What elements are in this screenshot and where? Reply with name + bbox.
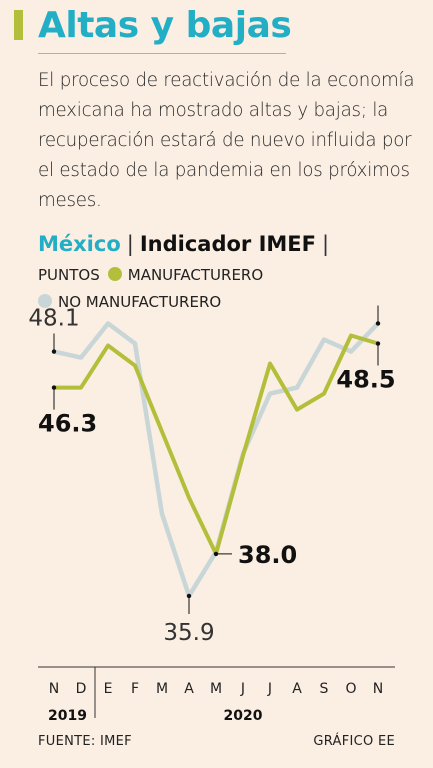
- credit-note: GRÁFICO EE: [313, 734, 395, 749]
- title-rule: [38, 53, 286, 54]
- x-tick-label: J: [240, 681, 245, 697]
- subhead-separator: |: [126, 232, 134, 256]
- x-tick-label: A: [184, 681, 194, 697]
- year-label: 2020: [224, 708, 263, 724]
- source-note: FUENTE: IMEF: [38, 734, 132, 749]
- accent-bar: [14, 10, 23, 40]
- data-label: 49.5: [342, 300, 393, 303]
- legend-row-2: NO MANUFACTURERO: [38, 293, 221, 313]
- x-tick-label: J: [267, 681, 272, 697]
- x-tick-label: D: [76, 681, 87, 697]
- data-label: 38.0: [238, 541, 297, 569]
- data-label: 48.5: [336, 366, 395, 394]
- annotation-dot: [51, 385, 57, 390]
- subheading: México | Indicador IMEF |: [38, 232, 335, 260]
- unit-label: PUNTOS: [38, 266, 100, 284]
- legend-label-manufacturero: MANUFACTURERO: [127, 266, 264, 284]
- x-tick-label: O: [345, 681, 356, 697]
- x-tick-label: N: [373, 681, 383, 697]
- legend-row-1: PUNTOS MANUFACTURERO: [38, 266, 263, 286]
- series-line-manufacturero: [52, 333, 380, 556]
- line-chart: 48.146.335.938.049.548.5NDEFMAMJJASON201…: [28, 300, 395, 724]
- year-label: 2019: [48, 708, 87, 724]
- data-label: 48.1: [28, 306, 79, 332]
- x-tick-label: M: [156, 681, 168, 697]
- x-tick-label: A: [292, 681, 302, 697]
- x-tick-label: N: [49, 681, 59, 697]
- annotation-dot: [213, 551, 219, 557]
- x-tick-label: F: [131, 681, 139, 697]
- legend-dot-manufacturero: [107, 267, 122, 281]
- annotation-dot: [51, 349, 57, 354]
- country-label: México: [38, 232, 121, 256]
- x-tick-label: M: [210, 681, 222, 697]
- subhead-trailing-separator: |: [322, 232, 330, 256]
- x-tick-label: E: [104, 681, 113, 697]
- intro-paragraph: El proceso de reactivación de la economí…: [38, 70, 415, 211]
- legend-dot-no-manufacturero: [38, 294, 52, 308]
- annotation-dot: [375, 321, 381, 326]
- data-label: 46.3: [38, 410, 97, 438]
- legend-label-no-manufacturero: NO MANUFACTURERO: [58, 293, 222, 311]
- x-tick-label: S: [320, 681, 329, 697]
- annotation-dot: [186, 593, 192, 599]
- data-label: 35.9: [163, 620, 214, 646]
- annotation-dot: [375, 341, 381, 346]
- indicator-label: Indicador IMEF: [139, 232, 316, 256]
- chart-title: Altas y bajas: [38, 5, 292, 46]
